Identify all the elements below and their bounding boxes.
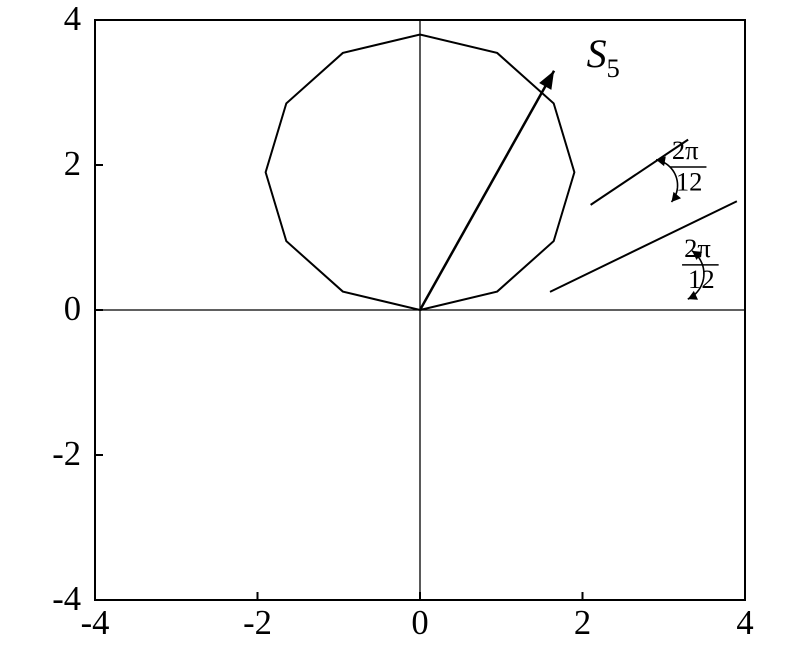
x-tick-label: -2 [243, 604, 272, 642]
svg-text:2π: 2π [684, 233, 711, 263]
svg-text:12: 12 [676, 166, 703, 196]
vector-s5-arrowhead [539, 71, 554, 90]
svg-text:2π: 2π [672, 135, 699, 165]
y-tick-label: 4 [64, 0, 81, 38]
plot-svg: -4-2024-4-2024S52π122π12 [0, 0, 790, 663]
svg-text:12: 12 [688, 264, 715, 294]
angle-label-lower: 2π12 [682, 233, 719, 294]
x-tick-label: 4 [736, 604, 753, 642]
vector-s5-label: S5 [587, 31, 620, 83]
x-tick-label: 0 [411, 604, 428, 642]
x-tick-label: 2 [574, 604, 591, 642]
vector-s5-shaft [420, 71, 554, 310]
y-tick-label: 0 [64, 290, 81, 328]
angle-label-upper: 2π12 [670, 135, 707, 196]
x-tick-label: -4 [81, 604, 110, 642]
y-tick-label: 2 [64, 145, 81, 183]
figure: -4-2024-4-2024S52π122π12 [0, 0, 790, 663]
y-tick-label: -2 [52, 435, 81, 473]
y-tick-label: -4 [52, 580, 81, 618]
